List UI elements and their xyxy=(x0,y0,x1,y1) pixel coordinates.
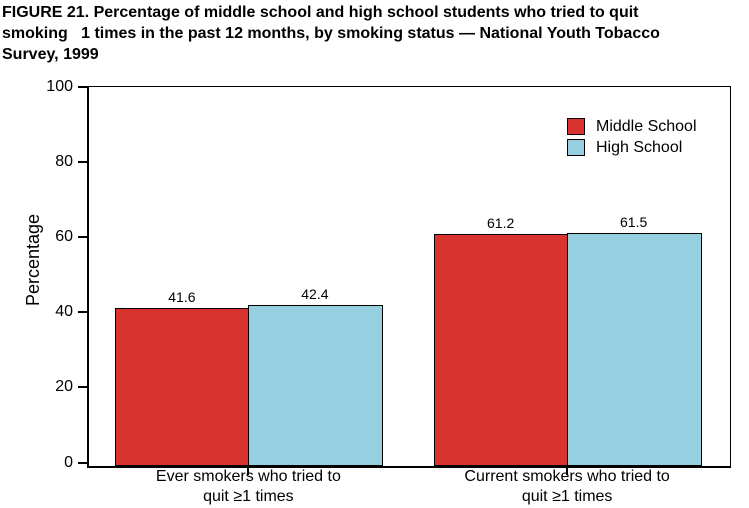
legend: Middle School High School xyxy=(567,116,697,158)
figure-title-line-3: Survey, 1999 xyxy=(2,46,99,63)
bar-value-label: 42.4 xyxy=(301,285,329,302)
y-axis-tick-label: 0 xyxy=(64,453,73,471)
y-axis-tick-label: 80 xyxy=(55,153,73,171)
x-axis-tick xyxy=(566,468,569,475)
bar-middle-school xyxy=(434,234,570,466)
bar-high-school xyxy=(248,304,384,466)
figure-title: FIGURE 21. Percentage of middle school a… xyxy=(2,2,749,65)
y-axis-tick-label: 20 xyxy=(55,378,73,396)
legend-label-middle-school: Middle School xyxy=(596,117,697,135)
y-axis-tick xyxy=(78,386,87,389)
bar-value-label: 61.5 xyxy=(620,214,648,231)
y-axis-tick xyxy=(78,86,87,88)
figure-title-line-2: smoking 1 times in the past 12 months, b… xyxy=(2,25,660,42)
figure-title-line-1: FIGURE 21. Percentage of middle school a… xyxy=(2,4,639,21)
y-axis-tick-label: 60 xyxy=(55,228,73,246)
plot-area: 0 20 40 60 80 100 41.6 42.4 61.2 61.5 xyxy=(46,78,731,475)
category-label: Current smokers who tried to quit ≥1 tim… xyxy=(464,468,670,505)
bar-value-label: 61.2 xyxy=(487,215,515,232)
legend-item-high-school: High School xyxy=(567,137,697,158)
x-axis-tick xyxy=(247,468,250,475)
legend-label-high-school: High School xyxy=(596,138,683,156)
y-axis-tick xyxy=(78,461,87,464)
bar-value-label: 41.6 xyxy=(168,288,196,305)
y-axis-tick xyxy=(78,236,87,239)
legend-swatch-high-school xyxy=(567,139,585,156)
bar-middle-school xyxy=(115,307,251,466)
y-axis-tick-label: 40 xyxy=(55,303,73,321)
bar-high-school xyxy=(567,233,703,466)
legend-swatch-middle-school xyxy=(567,118,585,135)
y-axis-tick-label: 100 xyxy=(46,78,73,95)
y-axis-tick xyxy=(78,161,87,164)
category-label: Ever smokers who tried to quit ≥1 times xyxy=(155,468,341,505)
y-axis-title: Percentage xyxy=(23,213,43,307)
y-axis-tick xyxy=(78,311,87,314)
legend-item-middle-school: Middle School xyxy=(567,116,697,137)
